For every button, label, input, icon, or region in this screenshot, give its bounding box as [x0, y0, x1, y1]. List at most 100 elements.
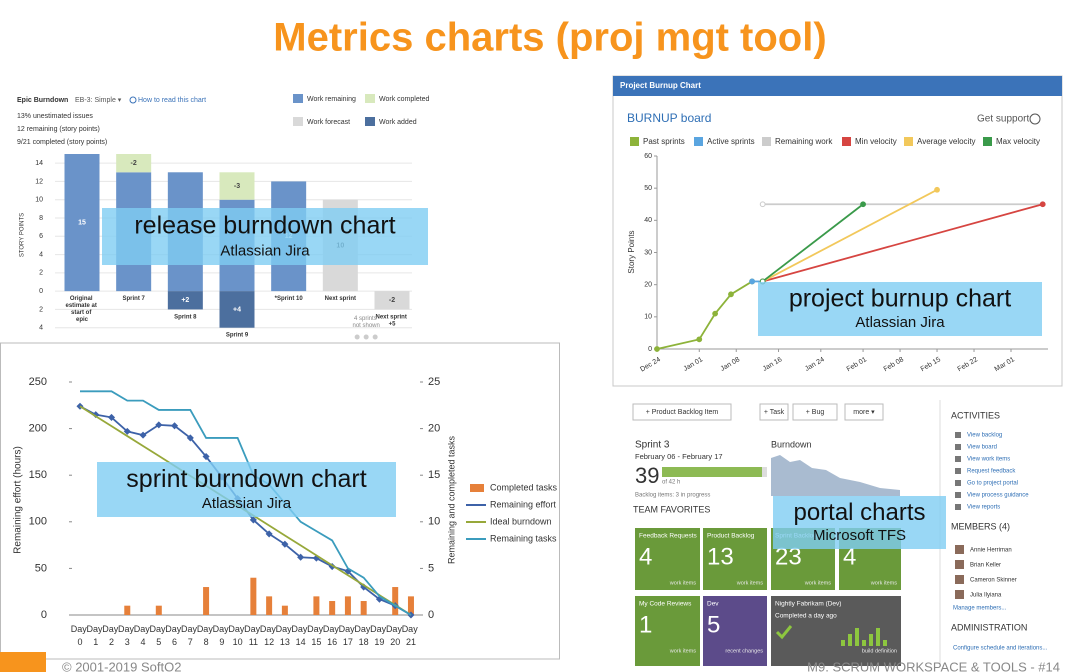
bar — [360, 601, 367, 615]
label-line: 16 — [327, 637, 337, 647]
tile[interactable] — [703, 596, 767, 666]
y-tick-label: 8 — [39, 215, 43, 222]
section-title: ADMINISTRATION — [951, 622, 1027, 632]
slide-title: Metrics charts (proj mgt tool) — [273, 16, 826, 60]
activity-link[interactable]: View work items — [967, 457, 1010, 463]
x-tick-label: Day 9 — [213, 624, 232, 647]
label-line: 7 — [188, 637, 193, 647]
manage-link[interactable]: Manage members... — [953, 606, 1007, 612]
tile[interactable] — [635, 528, 700, 590]
label-line: 14 — [296, 637, 306, 647]
avatar — [955, 575, 964, 584]
tile-count: 4 — [639, 543, 652, 570]
y-tick-label: 50 — [644, 185, 652, 192]
link-icon — [955, 480, 961, 486]
legend-label: Work forecast — [307, 119, 350, 126]
legend-swatch — [842, 137, 851, 146]
legend-swatch — [630, 137, 639, 146]
bar — [329, 601, 336, 615]
help-icon — [1029, 113, 1041, 125]
bar-segment — [374, 291, 410, 310]
label-line: start of — [71, 310, 93, 316]
button[interactable] — [632, 403, 732, 421]
button-label[interactable]: + Bug — [806, 409, 825, 416]
link-icon — [955, 468, 961, 474]
activity-link[interactable]: View process guidance — [967, 493, 1029, 499]
button-label[interactable]: + Task — [764, 409, 785, 416]
bar — [203, 587, 210, 615]
legend-label: Ideal burndown — [490, 516, 552, 526]
member-name: Brian Keller — [970, 563, 1001, 569]
activity-link[interactable]: Request feedback — [967, 469, 1016, 475]
y2-tick-label: 15 — [428, 469, 440, 481]
activity-link[interactable]: Go to project portal — [967, 481, 1018, 487]
point — [107, 413, 116, 421]
activity-link[interactable]: View backlog — [967, 433, 1002, 439]
x-tick-label: Sprint 7 — [122, 296, 145, 302]
overlay-subtitle: Atlassian Jira — [855, 314, 945, 331]
y2-tick-label: 5 — [428, 562, 434, 574]
link-icon — [955, 492, 961, 498]
label-line: Day — [197, 624, 216, 634]
bar — [250, 577, 257, 615]
label-line: Day — [291, 624, 310, 634]
label-line: 20 — [390, 637, 400, 647]
y-tick-label: 14 — [35, 160, 43, 167]
point — [696, 336, 703, 343]
legend-swatch — [293, 117, 303, 126]
tile-title: Dev — [707, 601, 719, 608]
button-label[interactable]: + Product Backlog Item — [646, 409, 719, 416]
tile[interactable] — [635, 596, 700, 666]
tile[interactable] — [703, 528, 767, 590]
point — [712, 310, 719, 317]
label-line: Sprint 7 — [122, 296, 145, 302]
logo — [0, 652, 46, 672]
label-line: 18 — [359, 637, 369, 647]
point — [265, 530, 273, 538]
label-line: 19 — [374, 637, 384, 647]
y-tick-label: 50 — [35, 562, 47, 574]
button[interactable] — [759, 403, 789, 421]
tile-caption: work items — [669, 580, 697, 586]
x-tick-label: Original estimate at start of epic — [65, 296, 98, 323]
bar — [313, 596, 320, 615]
activity-link[interactable]: View board — [967, 445, 997, 451]
data-label: 15 — [78, 219, 86, 226]
point — [934, 186, 940, 193]
label-line: 0 — [77, 637, 82, 647]
tile-count: 1 — [639, 611, 652, 638]
label-line: Sprint 8 — [174, 314, 197, 320]
label-line: 5 — [156, 637, 161, 647]
admin-link[interactable]: Configure schedule and iterations... — [953, 646, 1048, 652]
sprint-done: 39 — [635, 463, 659, 488]
label-line: 21 — [406, 637, 416, 647]
button[interactable] — [792, 403, 838, 421]
favorites-title: TEAM FAVORITES — [633, 504, 710, 514]
label-line: Day — [339, 624, 358, 634]
legend-label: Average velocity — [917, 137, 976, 146]
activity-link[interactable]: View reports — [967, 505, 1000, 511]
point — [654, 346, 660, 352]
label-line: 15 — [311, 637, 321, 647]
x-tick-label: Day 16 — [323, 624, 342, 647]
label-line: Day — [307, 624, 326, 634]
data-label: -3 — [234, 183, 240, 190]
legend-label: Remaining tasks — [490, 533, 557, 543]
annotation: 4 sprints not shown — [352, 316, 379, 329]
overlay-title: release burndown chart — [134, 211, 395, 239]
label-line: Day — [354, 624, 373, 634]
point — [123, 427, 131, 435]
button[interactable] — [844, 403, 884, 421]
section-title: MEMBERS (4) — [951, 521, 1010, 531]
y2-tick-label: 25 — [428, 376, 440, 388]
stat: 13% unestimated issues — [17, 113, 93, 120]
button-label[interactable]: more ▾ — [853, 409, 875, 416]
point — [1039, 201, 1046, 208]
legend-label: Work completed — [379, 96, 430, 103]
label-line: Day — [323, 624, 342, 634]
mini-bar — [862, 640, 866, 646]
label-line: Day — [244, 624, 263, 634]
y-tick-label: 6 — [39, 233, 43, 240]
y-tick-label: 250 — [29, 376, 47, 388]
